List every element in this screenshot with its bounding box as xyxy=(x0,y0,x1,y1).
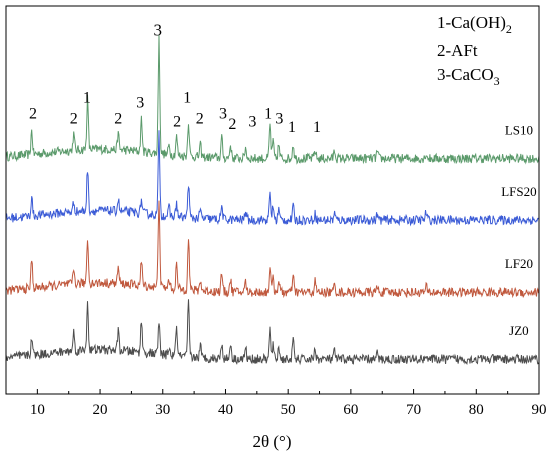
peak-label: 1 xyxy=(288,119,296,136)
x-tick-label: 90 xyxy=(532,402,547,418)
series-labels: LS10 LFS20 LF20 JZ0 xyxy=(501,122,536,338)
peak-label: 3 xyxy=(136,95,144,112)
x-tick-label: 50 xyxy=(281,402,296,418)
legend-entry-caoh2-subscript: 2 xyxy=(506,22,512,36)
series-label-lf20: LF20 xyxy=(505,256,533,271)
peak-label: 3 xyxy=(153,20,162,39)
peak-label: 2 xyxy=(228,116,236,133)
peak-label: 2 xyxy=(29,105,37,122)
peak-label: 2 xyxy=(114,111,122,128)
series-line-lf20 xyxy=(5,200,540,299)
x-tick-label: 10 xyxy=(30,402,45,418)
legend-entry-aft: 2-AFt xyxy=(437,41,478,60)
x-axis-ticks: 10 20 30 40 50 60 70 80 90 xyxy=(5,389,547,418)
series-line-ls10 xyxy=(5,34,540,165)
series-label-ls10: LS10 xyxy=(505,122,533,137)
x-tick-label: 80 xyxy=(469,402,484,418)
x-tick-label: 40 xyxy=(218,402,233,418)
legend-entry-caoh2: 1-Ca(OH)2 xyxy=(437,13,512,36)
legend-entry-caco3: 3-CaCO3 xyxy=(437,65,500,88)
peak-label: 3 xyxy=(275,111,283,128)
legend-entry-caco3-subscript: 3 xyxy=(494,74,500,88)
legend: 1-Ca(OH)2 2-AFt 3-CaCO3 xyxy=(437,13,512,88)
series-label-jz0: JZ0 xyxy=(509,323,529,338)
series-line-lfs20 xyxy=(5,130,540,227)
series-label-lfs20: LFS20 xyxy=(501,184,536,199)
peak-label: 3 xyxy=(219,105,227,122)
x-tick-label: 30 xyxy=(155,402,170,418)
x-tick-label: 20 xyxy=(93,402,108,418)
peak-label: 2 xyxy=(196,111,204,128)
peak-label: 2 xyxy=(173,113,181,130)
series-lines xyxy=(5,34,540,366)
plot-frame xyxy=(5,5,540,395)
x-tick-label: 60 xyxy=(343,402,358,418)
peak-label: 1 xyxy=(264,105,272,122)
peak-label: 3 xyxy=(248,113,256,130)
peak-label: 2 xyxy=(70,111,78,128)
peak-label: 1 xyxy=(83,89,91,106)
x-tick-label: 70 xyxy=(406,402,421,418)
peak-label: 1 xyxy=(313,119,321,136)
x-axis-label: 2θ (°) xyxy=(252,432,291,451)
series-line-jz0 xyxy=(5,299,540,366)
peak-label: 1 xyxy=(183,89,191,106)
